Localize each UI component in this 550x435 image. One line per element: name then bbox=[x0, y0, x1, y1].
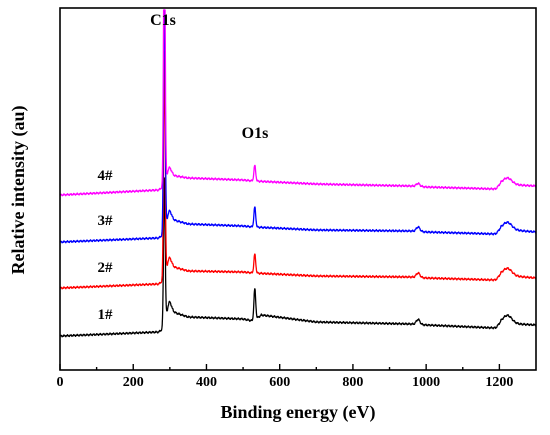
peak-label-c1s: C1s bbox=[150, 12, 176, 29]
series-line-1 bbox=[59, 177, 537, 338]
x-tick-label-400: 400 bbox=[196, 375, 217, 390]
x-tick-label-0: 0 bbox=[57, 375, 64, 390]
peak-label-o1s: O1s bbox=[242, 125, 269, 142]
series-line-2 bbox=[59, 50, 537, 290]
peak-annotations: C1s O1s bbox=[150, 12, 268, 142]
series-label-3: 3# bbox=[98, 213, 114, 229]
x-tick-label-1200: 1200 bbox=[485, 375, 513, 390]
x-axis-title: Binding energy (eV) bbox=[221, 402, 376, 423]
x-tick-label-600: 600 bbox=[269, 375, 290, 390]
x-tick-label-200: 200 bbox=[123, 375, 144, 390]
plot-frame bbox=[59, 7, 537, 371]
series-label-2: 2# bbox=[98, 260, 114, 276]
y-axis-title: Relative intensity (au) bbox=[8, 106, 29, 275]
series-label-4: 4# bbox=[98, 168, 114, 184]
series-labels: 1# 2# 3# 4# bbox=[98, 168, 114, 323]
x-tick-label-800: 800 bbox=[342, 375, 363, 390]
series-label-1: 1# bbox=[98, 307, 114, 323]
plot-lines bbox=[59, 9, 537, 338]
x-tick-label-1000: 1000 bbox=[412, 375, 440, 390]
series-line-3 bbox=[59, 9, 537, 244]
series-line-4 bbox=[59, 9, 537, 197]
axes bbox=[59, 7, 537, 371]
x-axis-ticks: 0 200 400 600 800 1000 1200 bbox=[57, 364, 513, 390]
